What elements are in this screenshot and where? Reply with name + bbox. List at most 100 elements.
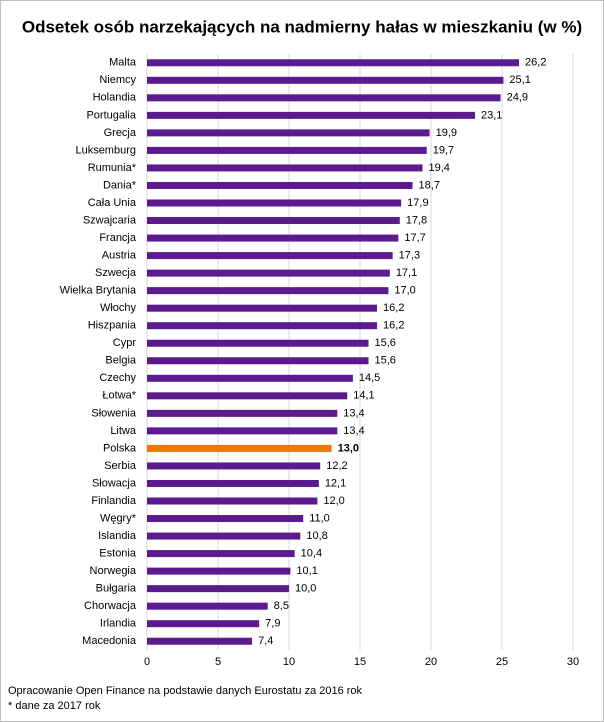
y-tick-label: Austria — [102, 249, 137, 261]
y-tick-label: Szwajcaria — [83, 214, 137, 226]
bar — [147, 357, 369, 365]
y-tick-label: Czechy — [99, 372, 136, 384]
value-label: 18,7 — [419, 179, 440, 191]
y-tick-label: Belgia — [105, 355, 136, 367]
bar — [147, 392, 348, 400]
bar — [147, 234, 399, 242]
value-label: 12,1 — [325, 477, 346, 489]
bar — [147, 444, 332, 452]
value-label: 13,0 — [338, 442, 359, 454]
x-tick-label: 0 — [144, 656, 150, 668]
bar — [147, 479, 319, 487]
y-tick-label: Luksemburg — [75, 144, 136, 156]
y-tick-label: Francja — [99, 232, 137, 244]
value-label: 15,6 — [375, 355, 396, 367]
value-label: 10,1 — [296, 565, 317, 577]
value-label: 10,0 — [295, 583, 316, 595]
value-label: 14,1 — [353, 390, 374, 402]
value-label: 24,9 — [507, 92, 528, 104]
value-label: 17,0 — [394, 285, 415, 297]
footnote: * dane za 2017 rok — [8, 700, 101, 712]
y-tick-label: Hiszpania — [88, 320, 137, 332]
bar — [147, 76, 504, 84]
value-label: 10,8 — [306, 530, 327, 542]
bar — [147, 287, 389, 295]
y-tick-label: Niemcy — [99, 74, 136, 86]
y-tick-label: Cypr — [113, 337, 137, 349]
y-tick-label: Wielka Brytania — [60, 285, 137, 297]
bar — [147, 181, 413, 189]
bar — [147, 532, 301, 540]
bar — [147, 567, 291, 575]
bar — [147, 322, 378, 330]
bar — [147, 59, 520, 67]
y-tick-label: Estonia — [99, 547, 137, 559]
value-label: 12,2 — [326, 460, 347, 472]
value-label: 12,0 — [323, 495, 344, 507]
y-tick-label: Węgry* — [100, 512, 137, 524]
value-label: 15,6 — [375, 337, 396, 349]
x-tick-label: 30 — [567, 656, 579, 668]
y-tick-label: Słowacja — [92, 477, 137, 489]
bar — [147, 129, 430, 137]
y-tick-label: Islandia — [98, 530, 137, 542]
bar — [147, 637, 253, 645]
x-tick-label: 10 — [283, 656, 295, 668]
bar — [147, 94, 501, 102]
y-tick-label: Włochy — [100, 302, 137, 314]
y-tick-label: Łotwa* — [102, 390, 136, 402]
bar — [147, 164, 423, 172]
y-tick-label: Norwegia — [90, 565, 137, 577]
value-label: 17,8 — [406, 214, 427, 226]
y-tick-label: Grecja — [104, 127, 137, 139]
value-label: 17,1 — [396, 267, 417, 279]
bar — [147, 497, 318, 505]
value-label: 16,2 — [383, 302, 404, 314]
x-tick-label: 15 — [354, 656, 366, 668]
y-tick-label: Irlandia — [100, 618, 137, 630]
value-label: 17,9 — [407, 197, 428, 209]
value-label: 25,1 — [509, 74, 530, 86]
bar — [147, 304, 378, 312]
value-label: 16,2 — [383, 320, 404, 332]
bar — [147, 427, 338, 435]
y-tick-label: Serbia — [104, 460, 137, 472]
bar — [147, 409, 338, 417]
chart-title: Odsetek osób narzekających na nadmierny … — [22, 17, 582, 36]
bar — [147, 269, 390, 277]
footnote: Opracowanie Open Finance na podstawie da… — [8, 685, 363, 697]
value-label: 17,7 — [404, 232, 425, 244]
y-tick-label: Polska — [103, 442, 137, 454]
bar — [147, 146, 427, 154]
y-tick-label: Cała Unia — [88, 197, 137, 209]
y-tick-label: Bułgaria — [96, 583, 137, 595]
x-tick-label: 25 — [496, 656, 508, 668]
y-tick-label: Słowenia — [91, 407, 137, 419]
value-label: 13,4 — [343, 425, 364, 437]
bar — [147, 111, 476, 119]
bar — [147, 585, 289, 593]
y-tick-label: Portugalia — [86, 109, 136, 121]
x-tick-label: 5 — [215, 656, 221, 668]
bar — [147, 217, 400, 225]
bar — [147, 462, 321, 470]
bar — [147, 339, 369, 347]
bar — [147, 620, 260, 628]
y-tick-label: Szwecja — [95, 267, 137, 279]
y-tick-label: Malta — [109, 57, 137, 69]
value-label: 13,4 — [343, 407, 364, 419]
bar — [147, 550, 295, 558]
value-label: 7,4 — [258, 635, 273, 647]
value-label: 19,9 — [436, 127, 457, 139]
y-tick-label: Litwa — [110, 425, 137, 437]
bar — [147, 374, 353, 382]
y-tick-label: Chorwacja — [84, 600, 137, 612]
bar — [147, 199, 402, 207]
y-tick-label: Holandia — [93, 92, 137, 104]
value-label: 14,5 — [359, 372, 380, 384]
x-tick-label: 20 — [425, 656, 437, 668]
value-label: 11,0 — [309, 512, 330, 524]
value-label: 19,4 — [428, 162, 449, 174]
y-tick-label: Dania* — [103, 179, 137, 191]
